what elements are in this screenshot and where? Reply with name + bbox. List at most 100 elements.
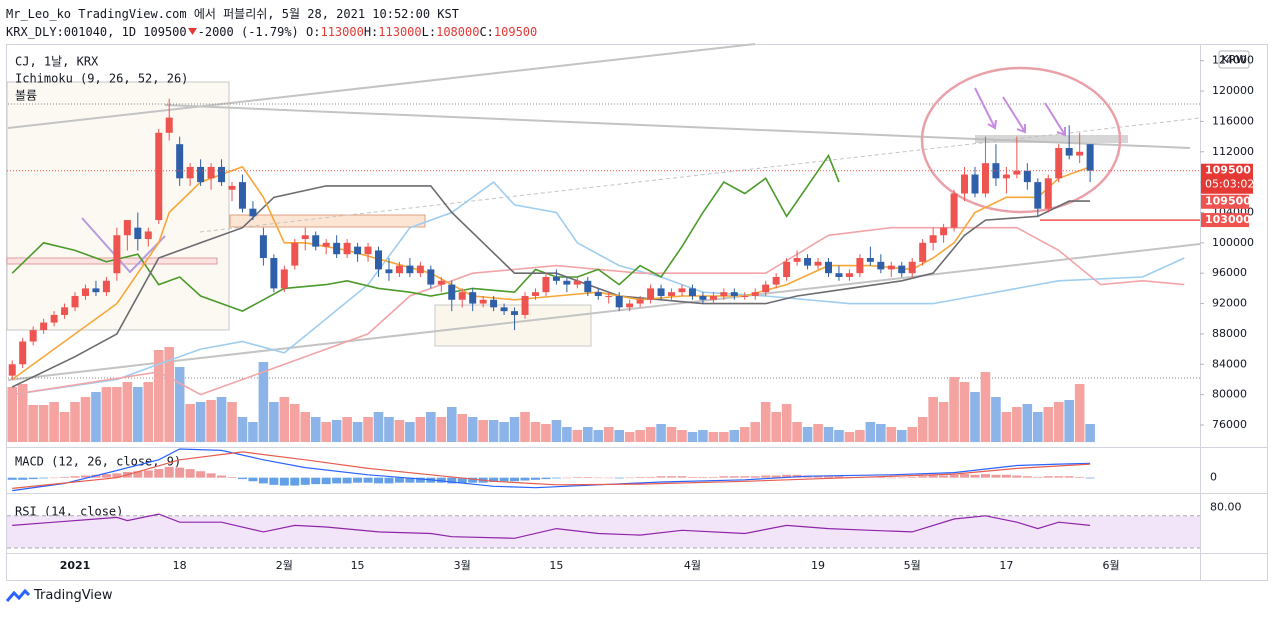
volume-bar: [865, 422, 876, 442]
candle-body: [333, 242, 341, 255]
volume-bar: [959, 382, 970, 442]
histogram-bar: [1033, 476, 1043, 478]
histogram-bar: [949, 474, 959, 478]
volume-bar: [928, 397, 938, 442]
volume-bar: [310, 417, 321, 442]
histogram-bar: [698, 476, 708, 478]
volume-bar: [331, 420, 342, 442]
candle-body: [908, 261, 916, 274]
candle-body: [563, 280, 571, 285]
candle-body: [594, 292, 602, 296]
last-price-label: 109500: [1205, 164, 1251, 177]
histogram-bar: [572, 476, 582, 478]
candle-body: [971, 174, 979, 194]
histogram-bar: [646, 476, 656, 478]
volume-bar: [373, 412, 384, 442]
candle-body: [573, 280, 581, 285]
volume-bar: [1022, 404, 1033, 442]
y-tick-label: 112000: [1212, 145, 1254, 158]
candle-body: [929, 235, 937, 243]
indicator-line: [12, 513, 1091, 539]
candle-body: [751, 292, 759, 296]
histogram-bar: [886, 477, 896, 479]
volume-bar: [844, 432, 855, 442]
logo: [6, 588, 30, 602]
ohlc: O:113000H:113000L:108000C:109500: [306, 25, 537, 39]
x-tick-label: 4월: [684, 559, 701, 572]
y-tick-label: 124000: [1212, 54, 1254, 67]
candle-body: [961, 174, 969, 194]
histogram-bar: [70, 476, 80, 478]
indicator-line: [12, 448, 1091, 492]
histogram-bar: [960, 474, 970, 478]
histogram-bar: [1022, 476, 1032, 478]
histogram-bar: [719, 476, 729, 478]
histogram-bar: [436, 477, 446, 483]
candle-body: [856, 258, 864, 274]
histogram-bar: [625, 477, 635, 479]
candle-body: [458, 292, 466, 300]
volume-bar: [363, 417, 373, 442]
histogram-bar: [907, 476, 917, 478]
candle-body: [1013, 170, 1021, 175]
volume-bar: [907, 427, 918, 442]
histogram-bar: [656, 476, 666, 478]
volume-bar: [834, 430, 844, 442]
candle-body: [448, 284, 456, 300]
volume-bar: [541, 424, 551, 442]
volume-bar: [896, 430, 907, 442]
histogram-bar: [729, 476, 739, 478]
candle-body: [144, 231, 152, 240]
x-tick-label: 2월: [276, 559, 293, 572]
candle-body: [793, 258, 801, 262]
y-tick-label: 80.00: [1210, 501, 1242, 514]
histogram-bar: [384, 477, 394, 484]
arrows: [81, 87, 1066, 274]
volume-bar: [792, 422, 802, 442]
histogram-bar: [604, 477, 614, 479]
volume-bar: [300, 412, 311, 442]
candle-body: [40, 322, 48, 331]
candle-body: [375, 250, 383, 270]
histogram-bar: [394, 477, 404, 483]
histogram-bar: [248, 477, 258, 482]
volume-bar: [802, 427, 813, 442]
y-tick-label: 116000: [1212, 114, 1254, 127]
candle-body: [176, 144, 184, 179]
volume-bar: [614, 430, 624, 442]
histogram-bar: [1054, 476, 1064, 478]
volume-bar: [938, 402, 949, 442]
candle-body: [61, 307, 69, 315]
volume-bar: [509, 417, 520, 442]
volume-bar: [237, 417, 248, 442]
histogram-bar: [918, 476, 928, 478]
histogram-bar: [551, 477, 561, 479]
histogram-bar: [667, 476, 677, 478]
candle-body: [343, 242, 351, 255]
volume-bar: [781, 404, 792, 442]
y-tick-label: 92000: [1212, 297, 1247, 310]
candle-body: [824, 261, 832, 274]
indicator-line: [11, 153, 840, 312]
candle-body: [406, 265, 414, 274]
candle-body: [521, 295, 529, 315]
symbol: KRX_DLY:001040, 1D 109500: [6, 25, 187, 39]
candle-body: [385, 269, 393, 274]
histogram-bar: [489, 477, 499, 482]
y-tick-label: 88000: [1212, 327, 1247, 340]
volume-bar: [1074, 384, 1085, 442]
publish-line: Mr_Leo_ko TradingView.com 에서 퍼블리쉬, 5월 28…: [6, 7, 459, 21]
volume-bar: [436, 417, 447, 442]
histogram-bar: [771, 475, 781, 478]
volume-bar: [1001, 412, 1012, 442]
histogram-bar: [353, 477, 363, 483]
volume-bar: [708, 432, 719, 442]
volume-bar: [101, 387, 112, 442]
candle-body: [270, 258, 278, 289]
volume-bar: [248, 422, 258, 442]
histogram-bar: [1043, 476, 1053, 478]
candle-body: [479, 299, 487, 304]
histogram-bar: [447, 477, 457, 484]
candle-body: [113, 235, 121, 274]
candle-body: [877, 261, 885, 270]
